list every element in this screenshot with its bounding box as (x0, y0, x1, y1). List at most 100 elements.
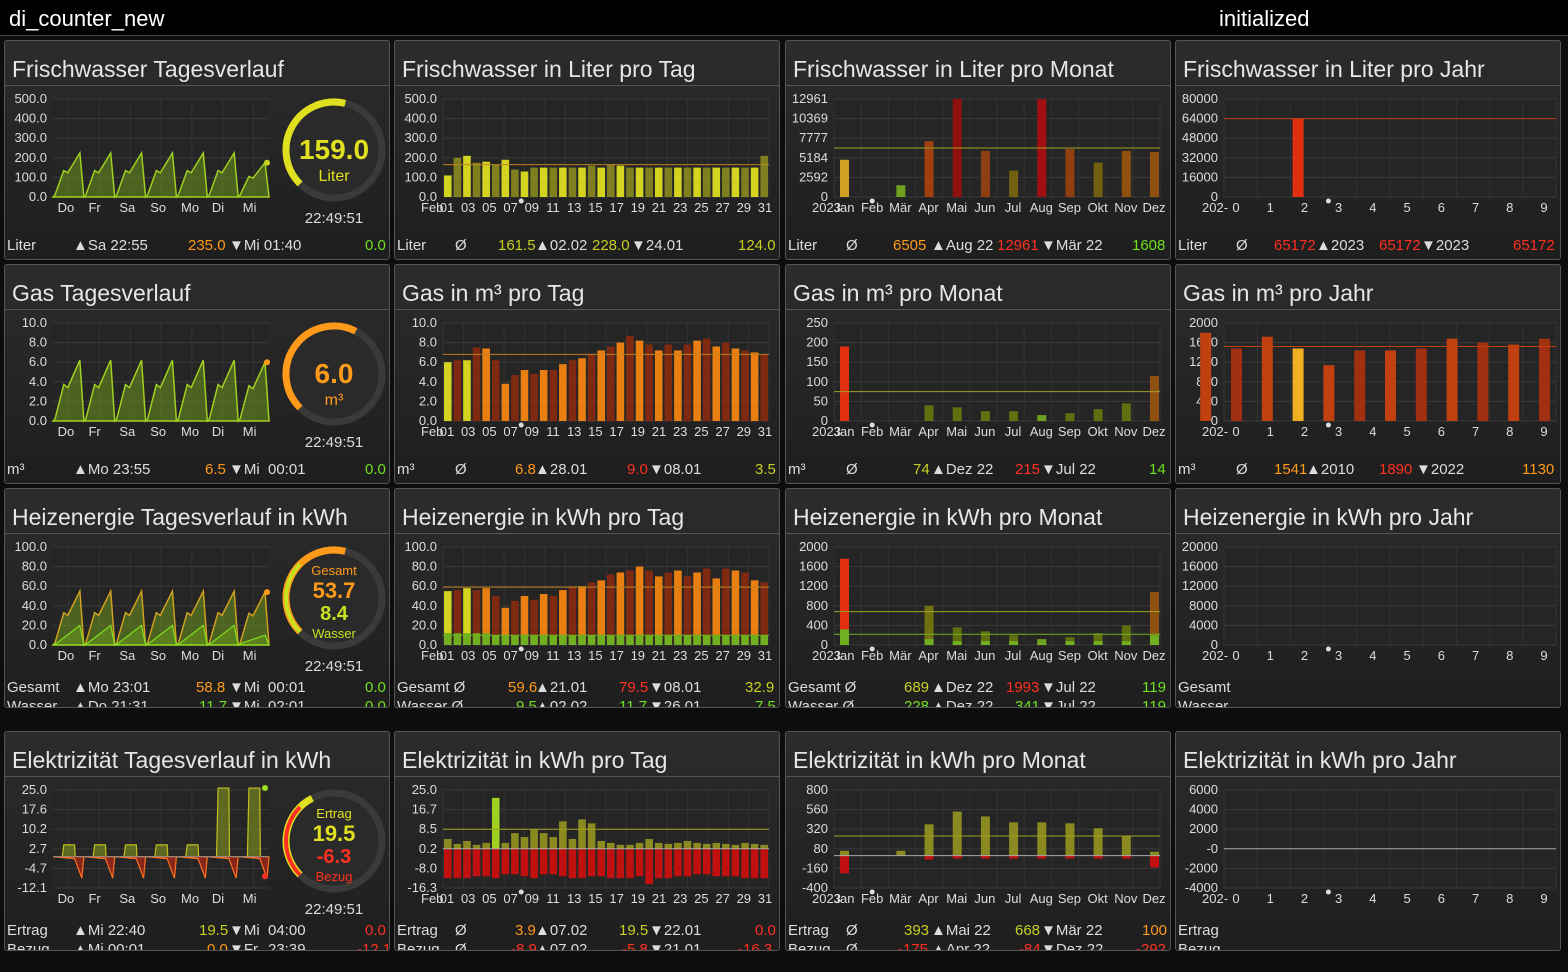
bar[interactable] (597, 580, 605, 645)
bar[interactable] (1121, 625, 1131, 645)
bezug-bar[interactable] (453, 848, 462, 879)
ertrag-bar[interactable] (896, 850, 906, 856)
ertrag-bar[interactable] (597, 840, 605, 849)
bezug-bar[interactable] (645, 848, 653, 885)
bar-2[interactable] (597, 635, 605, 645)
bar-2[interactable] (530, 635, 538, 645)
ertrag-bar[interactable] (722, 843, 730, 849)
bar[interactable] (1093, 162, 1103, 197)
ertrag-bar[interactable] (530, 829, 538, 849)
bar[interactable] (626, 167, 634, 197)
bar[interactable] (472, 347, 481, 422)
bar-2[interactable] (453, 633, 462, 645)
bar[interactable] (1150, 151, 1159, 197)
bar[interactable] (1121, 150, 1131, 197)
ertrag-bar[interactable] (444, 839, 452, 849)
bar[interactable] (1037, 415, 1047, 421)
bar-2[interactable] (444, 633, 452, 645)
bar-2[interactable] (683, 635, 692, 645)
bar[interactable] (840, 159, 849, 197)
bar[interactable] (511, 600, 519, 645)
bezug-bar[interactable] (1065, 855, 1075, 859)
bar[interactable] (702, 568, 711, 645)
bar[interactable] (635, 167, 644, 197)
bezug-bar[interactable] (626, 848, 634, 879)
bar-2[interactable] (645, 635, 653, 645)
ertrag-bar[interactable] (511, 833, 519, 849)
ertrag-bar[interactable] (501, 842, 510, 849)
bar[interactable] (664, 167, 673, 197)
bar[interactable] (520, 171, 529, 197)
bar[interactable] (607, 574, 615, 645)
bar[interactable] (750, 580, 759, 645)
ertrag-bar[interactable] (750, 843, 759, 849)
bar[interactable] (568, 167, 577, 197)
chart-heiz-tag[interactable]: 100.0 80.0 60.0 40.0 20.0 0.0 Do Fr Sa So Mo Di Mi (5, 533, 390, 681)
bar[interactable] (597, 350, 605, 421)
bar[interactable] (530, 167, 538, 197)
ertrag-bar[interactable] (654, 842, 663, 849)
ertrag-bar[interactable] (1065, 823, 1075, 856)
bar[interactable] (491, 164, 500, 197)
ertrag-bar[interactable] (702, 843, 711, 849)
bezug-bar[interactable] (578, 848, 586, 879)
bar[interactable] (702, 338, 711, 421)
bezug-bar[interactable] (683, 848, 692, 877)
bar[interactable] (840, 558, 849, 645)
ertrag-bar[interactable] (683, 840, 692, 849)
bar[interactable] (616, 342, 625, 421)
bar[interactable] (731, 348, 740, 421)
bar[interactable] (578, 358, 586, 421)
bar-2[interactable] (1093, 641, 1103, 645)
bezug-bar[interactable] (568, 848, 577, 879)
bar-2[interactable] (539, 635, 548, 645)
bar[interactable] (635, 566, 644, 645)
bezug-bar[interactable] (924, 855, 934, 860)
bezug-bar[interactable] (664, 848, 673, 879)
bar[interactable] (702, 167, 711, 197)
bar[interactable] (1009, 635, 1019, 645)
bar[interactable] (674, 350, 682, 421)
bar-2[interactable] (702, 635, 711, 645)
bar[interactable] (1292, 118, 1304, 197)
bar[interactable] (1446, 338, 1458, 421)
bar[interactable] (559, 167, 567, 197)
bezug-bar[interactable] (1093, 855, 1103, 859)
bar[interactable] (760, 582, 768, 645)
bar[interactable] (980, 631, 990, 645)
bar[interactable] (549, 167, 558, 197)
bar-2[interactable] (626, 635, 634, 645)
bar[interactable] (549, 370, 558, 421)
bar[interactable] (1065, 148, 1075, 197)
bar[interactable] (683, 167, 692, 197)
bar-2[interactable] (491, 635, 500, 645)
bar[interactable] (463, 360, 471, 421)
bar[interactable] (980, 150, 990, 197)
bar[interactable] (1539, 338, 1550, 421)
bar[interactable] (1292, 348, 1304, 421)
bezug-bar[interactable] (654, 848, 663, 879)
bar[interactable] (683, 576, 692, 645)
bar[interactable] (654, 167, 663, 197)
chart-el-tag[interactable]: 25.0 17.6 10.2 2.7 -4.7 -12.1 Do Fr Sa So Mo Di Mi (5, 776, 390, 924)
ertrag-bar[interactable] (840, 850, 849, 856)
bar[interactable] (840, 346, 849, 421)
bar-2[interactable] (1009, 641, 1019, 645)
ertrag-bar[interactable] (712, 842, 721, 849)
bar[interactable] (539, 370, 548, 421)
bar-2[interactable] (1037, 643, 1047, 645)
ertrag-bar[interactable] (453, 843, 462, 849)
bar[interactable] (664, 344, 673, 421)
ertrag-bar[interactable] (1009, 822, 1019, 856)
bar[interactable] (1477, 342, 1489, 421)
bar[interactable] (741, 572, 749, 645)
bar[interactable] (654, 350, 663, 421)
ertrag-bar[interactable] (472, 844, 481, 849)
bar-2[interactable] (616, 635, 625, 645)
bar[interactable] (683, 344, 692, 421)
bar[interactable] (1093, 633, 1103, 645)
